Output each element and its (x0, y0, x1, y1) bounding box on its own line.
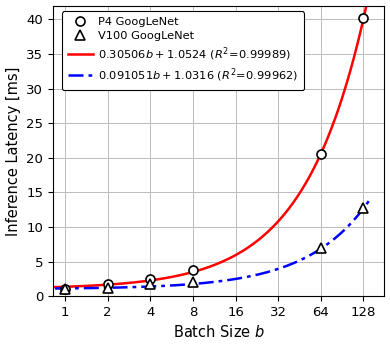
X-axis label: Batch Size $b$: Batch Size $b$ (173, 325, 264, 340)
Y-axis label: Inference Latency [ms]: Inference Latency [ms] (5, 66, 21, 236)
Legend: P4 GoogLeNet, V100 GoogLeNet, $0.30506b + 1.0524\ (R^2\!=\!0.99989)$, $0.091051b: P4 GoogLeNet, V100 GoogLeNet, $0.30506b … (62, 11, 304, 90)
